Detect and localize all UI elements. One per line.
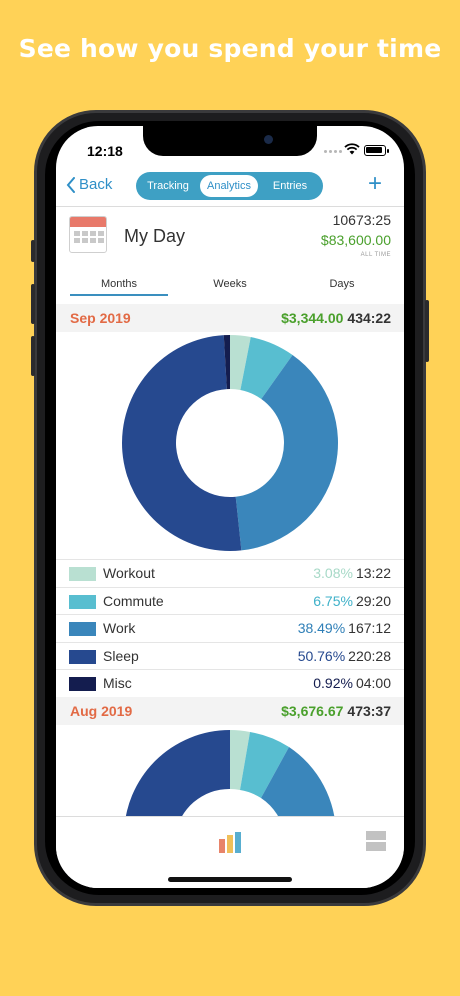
tab-entries[interactable]: Entries (272, 180, 308, 192)
donut-chart-aug[interactable] (56, 725, 404, 845)
legend-row-commute[interactable]: Commute 6.75% 29:20 (56, 586, 404, 614)
legend-hours: 167:12 (348, 620, 391, 636)
legend-swatch (69, 622, 96, 636)
slice-workout[interactable] (230, 335, 251, 391)
page-title: My Day (124, 226, 186, 246)
battery-icon (364, 145, 389, 156)
month-name: Sep 2019 (70, 310, 131, 326)
aug-slice-sleep (124, 730, 230, 836)
tab-days[interactable]: Days (329, 278, 355, 290)
legend-values: 0.92% 04:00 (313, 675, 391, 691)
period-label: ALL TIME (360, 252, 391, 258)
aug-slice-workout (230, 730, 250, 790)
bar-chart-icon[interactable] (218, 831, 242, 853)
legend-values: 3.08% 13:22 (313, 565, 391, 581)
month-values: $3,676.67 473:37 (281, 703, 391, 719)
total-hours: 10673:25 (332, 212, 391, 228)
slice-sleep[interactable] (122, 335, 242, 551)
legend-hours: 04:00 (355, 675, 391, 691)
tab-weeks[interactable]: Weeks (213, 278, 247, 290)
month-hours: 473:37 (347, 703, 391, 719)
bottom-toolbar (56, 816, 404, 888)
plus-icon[interactable]: + (368, 170, 383, 197)
slice-work[interactable] (235, 354, 339, 551)
aug-slice-work (261, 747, 337, 836)
headline: See how you spend your time (18, 34, 442, 63)
legend-values: 50.76% 220:28 (298, 648, 391, 664)
nav-bar: Back Tracking Analytics Entries + (56, 170, 404, 202)
period-tabs: Months Weeks Days (56, 274, 404, 296)
legend-row-misc[interactable]: Misc 0.92% 04:00 (56, 669, 404, 696)
legend-hours: 13:22 (355, 565, 391, 581)
legend-swatch (69, 677, 96, 691)
volume-down-button (31, 336, 35, 376)
legend-swatch (69, 649, 96, 664)
signal-icon (324, 150, 342, 153)
slice-commute[interactable] (240, 337, 293, 399)
legend-label: Sleep (103, 647, 139, 664)
legend-values: 6.75% 29:20 (313, 593, 391, 609)
month-hours: 434:22 (347, 310, 391, 326)
legend-percent: 6.75% (313, 592, 353, 609)
back-button[interactable]: Back (66, 176, 112, 193)
camera (264, 135, 273, 144)
legend-percent: 0.92% (313, 675, 353, 691)
legend-swatch (69, 567, 96, 581)
legend-label: Misc (103, 675, 132, 691)
legend-row-work[interactable]: Work 38.49% 167:12 (56, 614, 404, 641)
legend-hours: 220:28 (348, 647, 391, 664)
tab-months[interactable]: Months (100, 278, 138, 290)
wifi-icon (344, 143, 360, 155)
slice-misc[interactable] (223, 335, 230, 390)
month-header-sep[interactable]: Sep 2019 $3,344.00 434:22 (56, 304, 404, 332)
aug-slice-commute (240, 732, 289, 798)
legend-label: Workout (103, 565, 155, 581)
legend-percent: 38.49% (297, 620, 346, 636)
month-money: $3,676.67 (281, 703, 344, 719)
home-indicator (168, 877, 292, 882)
summary-header: My Day 10673:25 $83,600.00 ALL TIME (56, 210, 404, 270)
notch (143, 126, 317, 156)
donut-chart-sep[interactable] (56, 332, 404, 558)
legend-row-workout[interactable]: Workout 3.08% 13:22 (56, 559, 404, 586)
legend-label: Commute (103, 592, 164, 609)
month-header-aug[interactable]: Aug 2019 $3,676.67 473:37 (56, 697, 404, 725)
tab-tracking[interactable]: Tracking (147, 180, 189, 192)
legend-percent: 3.08% (313, 565, 353, 581)
calendar-icon (69, 216, 107, 253)
legend-swatch (69, 594, 96, 609)
legend-row-sleep[interactable]: Sleep 50.76% 220:28 (56, 641, 404, 669)
legend-percent: 50.76% (297, 647, 346, 664)
legend-label: Work (103, 620, 136, 636)
tab-underline (70, 294, 168, 296)
view-segmented-control: Tracking Analytics Entries (136, 172, 323, 200)
month-money: $3,344.00 (281, 310, 344, 326)
nav-divider (56, 206, 404, 207)
legend-values: 38.49% 167:12 (298, 620, 391, 636)
power-button (425, 300, 429, 362)
layout-icon[interactable] (366, 831, 386, 851)
month-values: $3,344.00 434:22 (281, 310, 391, 326)
back-label: Back (79, 176, 113, 193)
volume-up-button (31, 284, 35, 324)
total-money: $83,600.00 (320, 232, 391, 248)
legend-hours: 29:20 (355, 592, 391, 609)
status-time: 12:18 (87, 143, 123, 159)
silent-switch (31, 240, 35, 262)
app-screen: 12:18 Back Tracking Analytics Entries + … (56, 126, 404, 888)
tab-analytics[interactable]: Analytics (200, 175, 258, 197)
month-name: Aug 2019 (70, 703, 133, 719)
chevron-left-icon (66, 176, 75, 193)
